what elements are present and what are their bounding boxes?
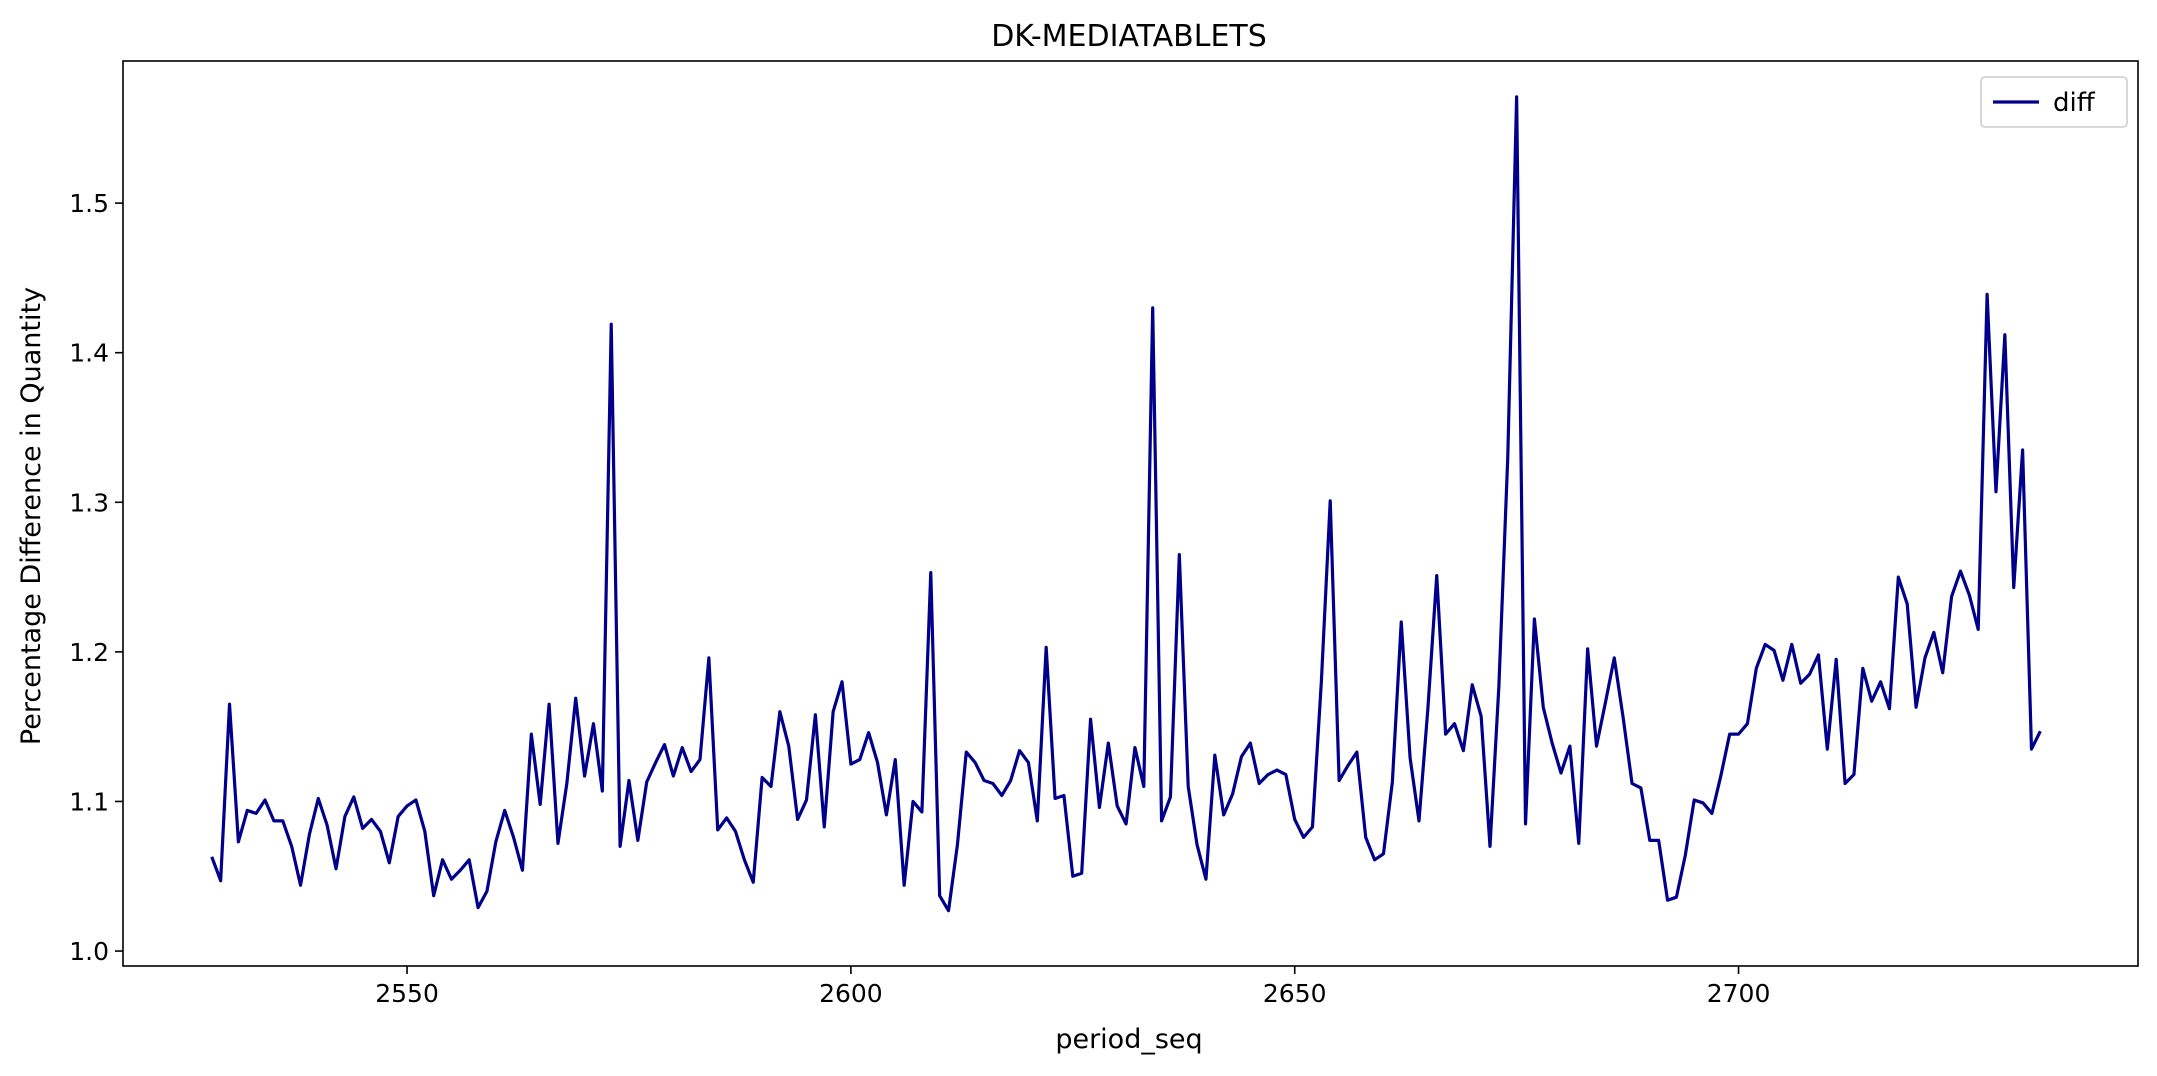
x-axis-label: period_seq [1055,1024,1202,1055]
x-tick-label: 2650 [1263,979,1327,1008]
legend-label-diff: diff [2053,88,2096,118]
y-tick-label: 1.2 [69,638,109,667]
x-tick-label: 2700 [1707,979,1771,1008]
legend: diff [1980,76,2128,128]
y-tick-label: 1.3 [69,488,109,517]
chart-title: DK-MEDIATABLETS [991,19,1267,54]
y-tick-label: 1.1 [69,787,109,816]
series-line-diff [210,95,2042,913]
x-tick-label: 2550 [375,979,439,1008]
legend-box [1980,76,2128,128]
y-tick-label: 1.5 [69,189,109,218]
y-axis-label: Percentage Difference in Quantity [16,287,47,745]
y-tick-label: 1.0 [69,937,109,966]
x-tick-label: 2600 [819,979,883,1008]
plot-area-frame [122,60,2139,967]
x-axis-ticks: 2550 2600 2650 2700 [375,966,1770,1008]
y-tick-label: 1.4 [69,339,109,368]
series-layer [210,95,2042,913]
y-axis-ticks: 1.0 1.1 1.2 1.3 1.4 1.5 [69,189,123,966]
